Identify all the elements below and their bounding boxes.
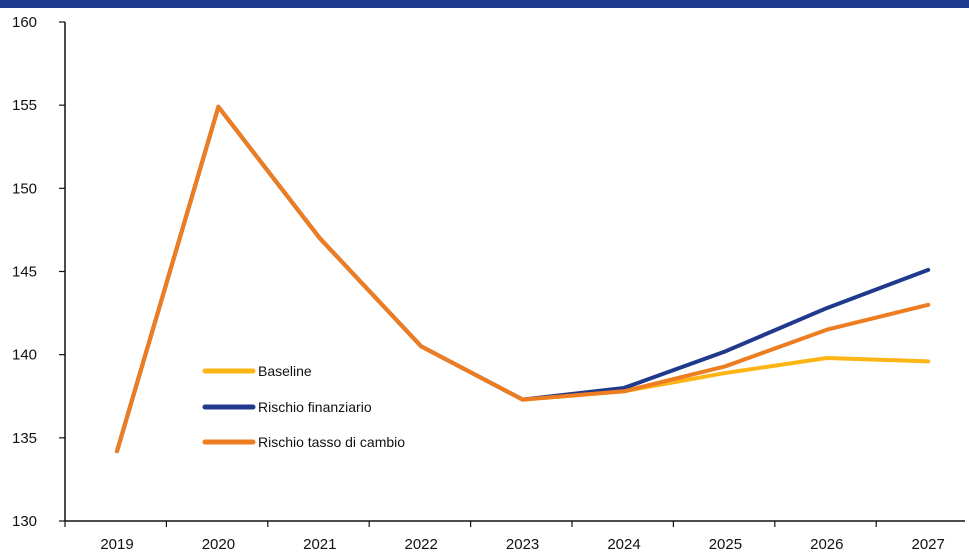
y-tick-label: 155 xyxy=(12,97,37,114)
y-tick-label: 150 xyxy=(12,180,37,197)
y-tick-label: 140 xyxy=(12,347,37,364)
x-tick-label: 2020 xyxy=(202,536,235,553)
y-tick-label: 130 xyxy=(12,513,37,530)
top-banner-bar xyxy=(0,0,969,8)
x-axis-ticks: 2019 2020 2021 2022 2023 2024 2025 2026 2027 xyxy=(64,521,945,553)
legend-label: Rischio tasso di cambio xyxy=(258,434,405,450)
y-tick-label: 160 xyxy=(12,14,37,31)
x-tick-label: 2019 xyxy=(100,536,133,553)
series-line-3 xyxy=(115,104,931,454)
x-tick-label: 2022 xyxy=(405,536,438,553)
legend-label: Baseline xyxy=(258,363,312,379)
legend-label: Rischio finanziario xyxy=(258,399,372,415)
x-tick-label: 2024 xyxy=(607,536,640,553)
x-tick-label: 2023 xyxy=(506,536,539,553)
x-tick-label: 2027 xyxy=(912,536,945,553)
chart-axes xyxy=(64,22,965,522)
series-lines xyxy=(115,104,931,454)
x-tick-label: 2026 xyxy=(810,536,843,553)
y-tick-label: 135 xyxy=(12,430,37,447)
banner-notch xyxy=(470,0,510,8)
x-tick-label: 2021 xyxy=(303,536,336,553)
y-axis-ticks: 130 135 140 145 150 155 160 xyxy=(12,14,65,530)
x-tick-label: 2025 xyxy=(709,536,742,553)
chart-legend: Baseline Rischio finanziario Rischio tasso… xyxy=(202,363,405,450)
y-tick-label: 145 xyxy=(12,264,37,281)
